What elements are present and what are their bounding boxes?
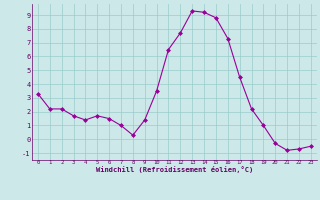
X-axis label: Windchill (Refroidissement éolien,°C): Windchill (Refroidissement éolien,°C) — [96, 166, 253, 173]
